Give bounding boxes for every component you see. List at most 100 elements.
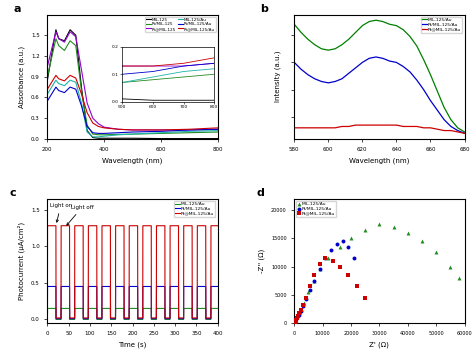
MIL-125/Au [215, 129, 220, 133]
Pt/MIL-125/Au [217, 284, 222, 289]
Pt/MIL-125/Au [350, 255, 358, 261]
Pt@MIL-125/Au [298, 126, 304, 130]
Pt@MIL-125/Au [305, 126, 311, 130]
MIL-125 [73, 33, 79, 37]
MIL-125/Au [455, 126, 461, 130]
Pt/MIL-125/Au [332, 79, 338, 84]
Pt@MIL-125 [215, 127, 220, 131]
Pt/MIL-125/Au [45, 284, 50, 289]
Pt/MIL-125/Au [339, 238, 346, 244]
Line: Pt/MIL-125: Pt/MIL-125 [47, 39, 218, 135]
Pt/MIL-125/Au [222, 317, 228, 321]
Line: MIL-125/Au: MIL-125/Au [47, 80, 218, 137]
Pt/MIL-125/Au [339, 77, 345, 81]
Pt@MIL-125/Au [217, 224, 222, 228]
Pt/MIL-125/Au [393, 60, 399, 65]
Pt/MIL-125/Au [353, 66, 358, 70]
Pt/MIL-125/Au [45, 99, 50, 103]
Pt@MIL-125/Au [130, 128, 136, 132]
MIL-125/Au [401, 28, 406, 32]
Pt/MIL-125/Au [326, 81, 331, 85]
Pt/MIL-125/Au [90, 131, 96, 135]
MIL-125/Au [121, 317, 127, 322]
Pt@MIL-125/Au [297, 307, 305, 313]
Pt@MIL-125 [116, 127, 121, 131]
Pt/MIL-125/Au [62, 90, 67, 95]
Pt/MIL-125/Au [53, 85, 59, 89]
Pt@MIL-125/Au [292, 317, 300, 323]
Pt@MIL-125/Au [299, 302, 307, 308]
Pt/MIL-125/Au [140, 317, 146, 321]
MIL-125 [53, 28, 59, 32]
Pt@MIL-125 [130, 128, 136, 132]
Pt/MIL-125/Au [130, 130, 136, 134]
Pt/MIL-125/Au [401, 64, 406, 69]
Pt/MIL-125/Au [312, 77, 318, 81]
Pt/MIL-125 [130, 132, 136, 136]
MIL-125/Au [292, 22, 297, 26]
Pt@MIL-125/Au [353, 123, 358, 127]
Pt@MIL-125/Au [186, 127, 192, 131]
MIL-125/Au [373, 18, 379, 23]
MIL-125/Au [53, 78, 59, 82]
Pt/MIL-125/Au [306, 287, 314, 293]
Pt@MIL-125/Au [99, 316, 105, 320]
MIL-125/Au [130, 132, 136, 136]
MIL-125/Au [45, 317, 50, 322]
Pt@MIL-125/Au [56, 77, 62, 81]
MIL-125/Au [312, 42, 318, 47]
Pt@MIL-125/Au [441, 129, 447, 133]
Line: Pt/MIL-125/Au: Pt/MIL-125/Au [47, 87, 218, 134]
MIL-125/Au [346, 37, 352, 41]
MIL-125/Au [62, 83, 67, 88]
Pt/MIL-125/Au [319, 79, 324, 84]
Pt@MIL-125/Au [67, 73, 73, 78]
Pt/MIL-125/Au [96, 131, 101, 136]
MIL-125/Au [293, 314, 301, 320]
Pt@MIL-125/Au [293, 315, 301, 321]
Pt@MIL-125/Au [294, 313, 301, 319]
MIL-125 [130, 136, 136, 140]
MIL-125/Au [84, 130, 90, 134]
Line: Pt@MIL-125/Au: Pt@MIL-125/Au [47, 76, 218, 130]
Pt@MIL-125 [96, 122, 101, 126]
MIL-125/Au [390, 224, 397, 230]
Pt/MIL-125/Au [45, 317, 50, 321]
Pt/MIL-125/Au [292, 318, 299, 324]
Legend: MIL-125/Au, Pt/MIL-125/Au, Pt@MIL-125/Au: MIL-125/Au, Pt/MIL-125/Au, Pt@MIL-125/Au [174, 201, 215, 217]
Pt/MIL-125/Au [67, 85, 73, 89]
Pt/MIL-125/Au [428, 98, 433, 103]
Pt/MIL-125/Au [194, 284, 200, 289]
Pt/MIL-125/Au [414, 78, 419, 82]
Pt@MIL-125/Au [302, 295, 310, 301]
Pt@MIL-125/Au [336, 264, 344, 269]
Y-axis label: Absorbance (a.u.): Absorbance (a.u.) [19, 46, 26, 108]
Pt@MIL-125 [56, 37, 62, 41]
Pt@MIL-125/Au [421, 126, 427, 130]
Pt/MIL-125/Au [292, 316, 300, 322]
MIL-125/Au [291, 319, 299, 325]
Pt@MIL-125/Au [90, 121, 96, 125]
Pt/MIL-125/Au [79, 103, 84, 108]
Pt/MIL-125/Au [441, 118, 447, 122]
MIL-125/Au [339, 42, 345, 47]
Pt@MIL-125/Au [361, 295, 369, 301]
MIL-125/Au [305, 37, 311, 41]
Pt@MIL-125 [186, 128, 192, 132]
Pt/MIL-125/Au [101, 131, 107, 136]
Pt@MIL-125/Au [292, 318, 299, 324]
Pt@MIL-125/Au [414, 124, 419, 129]
MIL-125/Au [222, 317, 228, 322]
Text: d: d [257, 188, 264, 198]
X-axis label: Z' (Ω): Z' (Ω) [369, 341, 389, 348]
MIL-125/Au [428, 73, 433, 77]
MIL-125/Au [432, 249, 440, 255]
Pt/MIL-125 [73, 44, 79, 48]
Pt@MIL-125/Au [292, 126, 297, 130]
Pt@MIL-125 [79, 68, 84, 72]
X-axis label: Wavelength (nm): Wavelength (nm) [102, 157, 163, 164]
Text: c: c [10, 188, 17, 198]
Pt@MIL-125/Au [310, 272, 318, 278]
Pt@MIL-125/Au [45, 224, 50, 228]
Pt/MIL-125 [158, 131, 164, 136]
